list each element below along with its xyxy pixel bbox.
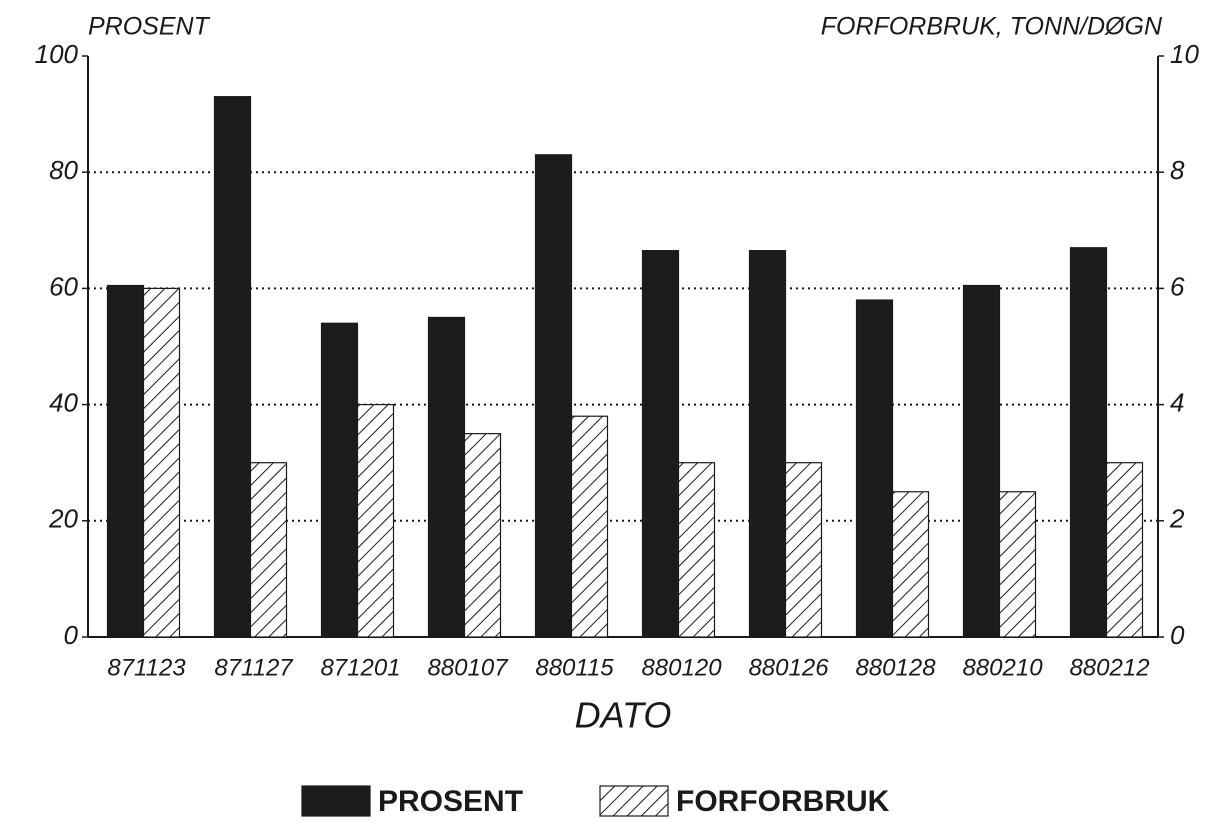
bar bbox=[427, 316, 466, 638]
y-tick-label: 40 bbox=[49, 387, 78, 417]
x-tick-label: 871123 bbox=[107, 654, 186, 681]
bar bbox=[855, 299, 894, 638]
y-axis-title: PROSENT bbox=[88, 13, 211, 41]
y2-tick-label: 10 bbox=[1170, 39, 1199, 69]
legend-label: FORFORBRUK bbox=[676, 785, 890, 818]
legend-swatch bbox=[599, 785, 669, 817]
y2-tick-label: 0 bbox=[1170, 620, 1185, 650]
bar bbox=[998, 491, 1037, 638]
bar bbox=[463, 433, 502, 638]
x-tick-label: 880212 bbox=[1069, 654, 1149, 681]
x-tick-label: 871127 bbox=[214, 654, 294, 681]
x-tick-label: 871201 bbox=[320, 654, 400, 681]
bar bbox=[142, 287, 181, 638]
y-tick-label: 0 bbox=[64, 620, 79, 650]
y-tick-label: 100 bbox=[35, 39, 79, 69]
legend-swatch bbox=[301, 785, 371, 817]
bar bbox=[1069, 247, 1108, 638]
bar bbox=[356, 404, 395, 638]
x-tick-label: 880120 bbox=[641, 654, 722, 681]
y2-tick-label: 2 bbox=[1169, 504, 1185, 534]
x-tick-label: 880107 bbox=[427, 654, 509, 681]
y-tick-label: 60 bbox=[49, 271, 78, 301]
bar bbox=[249, 462, 288, 638]
y2-tick-label: 8 bbox=[1170, 155, 1185, 185]
bar bbox=[784, 462, 823, 638]
bar bbox=[320, 322, 359, 638]
bar bbox=[213, 96, 252, 638]
bar bbox=[677, 462, 716, 638]
y2-tick-label: 4 bbox=[1170, 387, 1184, 417]
y-tick-label: 20 bbox=[48, 504, 78, 534]
bar bbox=[641, 250, 680, 638]
x-tick-label: 880210 bbox=[962, 654, 1043, 681]
bar bbox=[570, 415, 609, 638]
bar bbox=[1105, 462, 1144, 638]
bar bbox=[748, 250, 787, 638]
bar bbox=[891, 491, 930, 638]
bar bbox=[962, 284, 1001, 638]
x-tick-label: 880126 bbox=[748, 654, 829, 681]
x-tick-label: 880115 bbox=[535, 654, 614, 681]
legend-label: PROSENT bbox=[378, 785, 523, 818]
x-tick-label: 880128 bbox=[855, 654, 936, 681]
y-tick-label: 80 bbox=[49, 155, 78, 185]
y2-tick-label: 6 bbox=[1170, 271, 1185, 301]
x-axis-title: DATO bbox=[575, 695, 672, 736]
bar bbox=[534, 154, 573, 638]
bar bbox=[106, 284, 145, 638]
y2-axis-title: FORFORBRUK, TONN/DØGN bbox=[821, 13, 1163, 41]
